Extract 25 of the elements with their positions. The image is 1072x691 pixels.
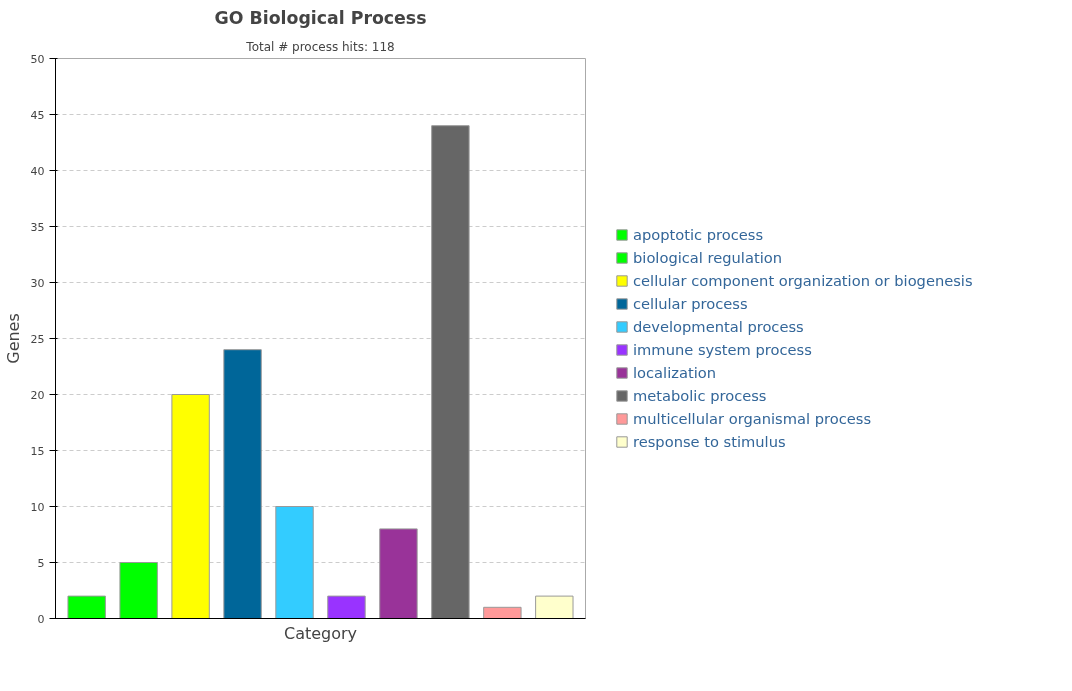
y-tick-label: 40 bbox=[30, 164, 45, 178]
y-tick-label: 45 bbox=[30, 108, 45, 122]
y-tick-label: 35 bbox=[30, 220, 45, 234]
legend-label: localization bbox=[633, 364, 716, 381]
legend-label: metabolic process bbox=[633, 387, 767, 404]
legend-label: multicellular organismal process bbox=[633, 410, 872, 427]
x-axis-title: Category bbox=[283, 623, 358, 643]
legend-label: apoptotic process bbox=[633, 226, 764, 243]
legend-label: response to stimulus bbox=[633, 433, 786, 450]
legend-label: developmental process bbox=[633, 318, 804, 335]
y-tick-label: 5 bbox=[37, 556, 45, 570]
legend-label: immune system process bbox=[633, 341, 812, 358]
y-tick-label: 20 bbox=[30, 388, 45, 402]
y-tick-label: 50 bbox=[30, 52, 45, 66]
legend-label: cellular process bbox=[633, 295, 748, 312]
y-tick-label: 0 bbox=[37, 612, 45, 626]
chart-subtitle: Total # process hits: 118 bbox=[245, 39, 395, 54]
legend-label: cellular component organization or biogenesis bbox=[633, 272, 973, 289]
y-tick-label: 15 bbox=[30, 444, 45, 458]
chart-title: GO Biological Process bbox=[214, 7, 427, 28]
y-tick-label: 25 bbox=[30, 332, 45, 346]
y-tick-label: 10 bbox=[30, 500, 45, 514]
y-tick-label: 30 bbox=[30, 276, 45, 290]
y-axis-title: Genes bbox=[3, 313, 23, 364]
legend-label: biological regulation bbox=[633, 249, 782, 266]
